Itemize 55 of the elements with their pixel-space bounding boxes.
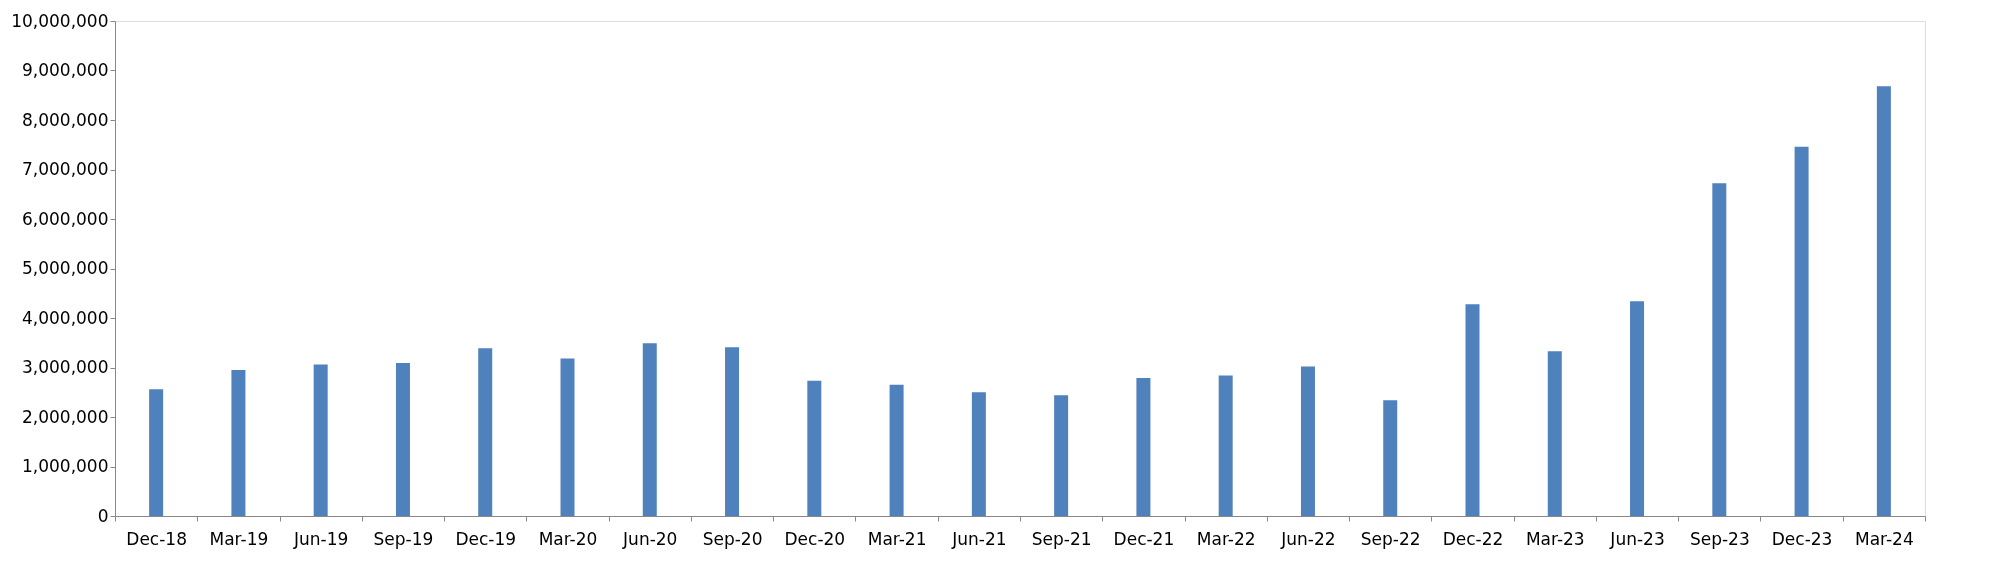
- bar: [1712, 183, 1727, 516]
- bar: [971, 392, 986, 516]
- bar: [1383, 400, 1398, 516]
- x-tick-label: Sep-21: [1031, 528, 1092, 549]
- x-tick-label: Sep-19: [373, 528, 434, 549]
- x-tick-label: Sep-22: [1360, 528, 1421, 549]
- x-tick-label: Sep-20: [702, 528, 763, 549]
- y-tick-label: 1,000,000: [21, 456, 109, 476]
- x-tick-label: Mar-22: [1196, 528, 1256, 549]
- bar: [149, 389, 164, 516]
- y-tick-label: 3,000,000: [21, 357, 109, 377]
- bar: [642, 343, 657, 516]
- x-tick-label: Jun-23: [1609, 528, 1665, 549]
- x-tick-label: Dec-19: [455, 528, 517, 549]
- bar: [725, 347, 740, 516]
- x-tick-label: Dec-20: [784, 528, 846, 549]
- bar: [1136, 377, 1151, 516]
- y-tick-label: 6,000,000: [21, 208, 109, 229]
- bar: [313, 364, 328, 516]
- y-tick-label: 7,000,000: [21, 159, 109, 179]
- bar: [1630, 301, 1645, 516]
- bar: [1054, 395, 1069, 516]
- y-tick-label: 4,000,000: [21, 307, 109, 328]
- x-tick-label: Mar-20: [538, 528, 598, 549]
- bar: [395, 363, 410, 516]
- x-tick-label: Mar-23: [1525, 528, 1585, 549]
- bar: [560, 358, 575, 516]
- bar: [1300, 366, 1315, 516]
- x-tick-label: Dec-22: [1442, 528, 1504, 549]
- bar: [231, 369, 246, 516]
- bar: [1876, 86, 1891, 516]
- bar: [889, 384, 904, 516]
- bar: [1465, 304, 1480, 516]
- bar: [807, 380, 822, 516]
- y-tick-label: 10,000,000: [11, 10, 109, 31]
- x-tick-label: Jun-20: [622, 528, 678, 549]
- y-tick-label: 5,000,000: [21, 258, 109, 278]
- x-tick-label: Mar-19: [209, 528, 269, 549]
- bar: [478, 348, 493, 516]
- x-tick-label: Dec-21: [1113, 528, 1175, 549]
- bar: [1794, 146, 1809, 516]
- x-tick-label: Sep-23: [1689, 528, 1750, 549]
- x-tick-label: Mar-21: [867, 528, 927, 549]
- x-tick-label: Dec-18: [126, 528, 187, 549]
- bar: [1218, 375, 1233, 516]
- x-tick-label: Mar-24: [1854, 528, 1914, 549]
- y-tick-label: 2,000,000: [21, 406, 109, 427]
- bar: [1547, 351, 1562, 516]
- y-tick-label: 0: [97, 505, 109, 526]
- x-tick-label: Jun-21: [951, 528, 1007, 549]
- y-tick-label: 9,000,000: [21, 60, 109, 80]
- x-tick-label: Dec-23: [1771, 528, 1833, 549]
- x-tick-label: Jun-22: [1280, 528, 1336, 549]
- x-tick-label: Jun-19: [293, 528, 349, 549]
- y-tick-label: 8,000,000: [21, 109, 109, 130]
